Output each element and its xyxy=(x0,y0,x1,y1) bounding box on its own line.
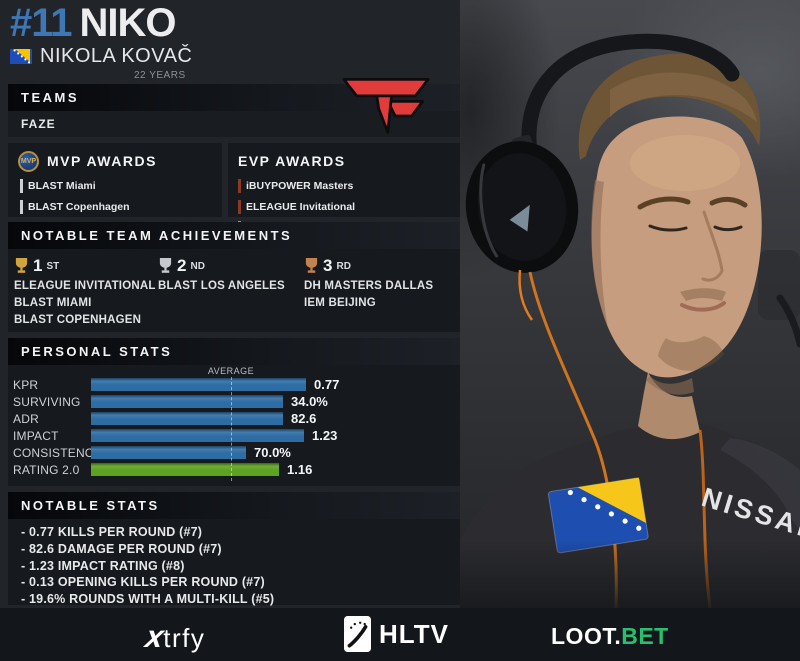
player-header: #11 NIKO NIKOLA KOVAČ 22 YEARS xyxy=(10,2,192,81)
trophy-bronze-icon xyxy=(305,258,318,273)
stat-bar xyxy=(91,412,283,425)
personal-stats-section: PERSONAL STATS AVERAGE KPR 0.77 SURVIVIN… xyxy=(8,338,460,486)
stat-row-adr: ADR 82.6 xyxy=(13,411,317,426)
stat-row-impact: IMPACT 1.23 xyxy=(13,428,338,443)
sponsor-footer: xtrfy HLTV LOOT.BET xyxy=(0,608,800,661)
mvp-award-item: BLAST Miami xyxy=(20,179,96,193)
achievements-section: NOTABLE TEAM ACHIEVEMENTS 1 ST ELEAGUE I… xyxy=(8,222,460,332)
trophy-silver-icon xyxy=(159,258,172,273)
achievement-event: ELEAGUE INVITATIONAL xyxy=(14,280,156,292)
average-line xyxy=(231,377,232,481)
bosnia-flag-icon xyxy=(10,49,32,64)
mvp-award-item: BLAST Copenhagen xyxy=(20,200,130,214)
achievement-event: IEM BEIJING xyxy=(304,297,376,309)
stat-row-surviving: SURVIVING 34.0% xyxy=(13,394,328,409)
stat-bar xyxy=(91,463,279,476)
mvp-awards-panel: MVP MVP AWARDS BLAST Miami BLAST Copenha… xyxy=(8,143,222,217)
player-real-name: NIKOLA KOVAČ xyxy=(40,45,193,67)
mvp-medal-icon: MVP xyxy=(18,150,39,172)
lootbet-logo: LOOT.BET xyxy=(551,623,669,649)
player-title: #11 NIKO xyxy=(10,2,192,44)
headphone-earcup xyxy=(465,141,579,273)
evp-awards-panel: EVP AWARDS iBUYPOWER Masters ELEAGUE Inv… xyxy=(228,143,460,235)
evp-awards-title: EVP AWARDS xyxy=(238,153,346,169)
stat-row-kpr: KPR 0.77 xyxy=(13,377,340,392)
achievement-event: BLAST COPENHAGEN xyxy=(14,314,142,326)
achievement-place-3rd: 3 RD DH MASTERS DALLAS IEM BEIJING xyxy=(304,257,456,312)
notable-stats-section: NOTABLE STATS - 0.77 KILLS PER ROUND (#7… xyxy=(8,492,460,607)
stat-row-rating: RATING 2.0 1.16 xyxy=(13,462,313,477)
achievement-event: BLAST LOS ANGELES xyxy=(158,280,285,292)
stats-chart: AVERAGE KPR 0.77 SURVIVING 34.0% ADR xyxy=(8,365,460,486)
achievement-event: BLAST MIAMI xyxy=(14,297,92,309)
player-nickname: NIKO xyxy=(79,1,177,45)
achievement-place-2nd: 2 ND BLAST LOS ANGELES xyxy=(158,257,300,295)
notable-stat-line: - 0.77 KILLS PER ROUND (#7) xyxy=(21,525,203,539)
average-label: AVERAGE xyxy=(207,366,255,376)
player-age: 22 YEARS xyxy=(134,70,186,81)
stat-row-consistency: CONSISTENCY 70.0% xyxy=(13,445,291,460)
notable-stats-title: NOTABLE STATS xyxy=(8,492,460,519)
notable-stat-line: - 82.6 DAMAGE PER ROUND (#7) xyxy=(21,541,222,556)
achievement-event: DH MASTERS DALLAS xyxy=(304,280,434,292)
hltv-gauge-icon xyxy=(344,616,371,652)
player-photo: NISSAN xyxy=(380,0,800,609)
notable-stat-line: - 1.23 IMPACT RATING (#8) xyxy=(21,558,185,573)
personal-stats-title: PERSONAL STATS xyxy=(8,338,460,365)
stat-bar xyxy=(91,395,283,408)
trophy-gold-icon xyxy=(15,258,28,273)
achievements-section-title: NOTABLE TEAM ACHIEVEMENTS xyxy=(8,222,460,249)
achievement-place-1st: 1 ST ELEAGUE INVITATIONAL BLAST MIAMI BL… xyxy=(14,257,156,329)
stat-bar xyxy=(91,378,306,391)
stat-bar xyxy=(91,446,246,459)
mvp-awards-title: MVP AWARDS xyxy=(47,153,157,169)
evp-award-item: iBUYPOWER Masters xyxy=(238,179,353,193)
faze-logo xyxy=(342,77,430,134)
xtrfy-logo: xtrfy xyxy=(143,619,206,654)
notable-stat-line: - 19.6% ROUNDS WITH A MULTI-KILL (#5) xyxy=(21,592,275,607)
evp-award-item: ELEAGUE Invitational xyxy=(238,200,355,214)
teams-section: TEAMS FAZE xyxy=(8,77,460,137)
awards-section: MVP MVP AWARDS BLAST Miami BLAST Copenha… xyxy=(8,143,460,235)
stat-bar xyxy=(91,429,304,442)
hltv-logo: HLTV xyxy=(344,616,449,652)
player-rank: #11 xyxy=(10,1,73,45)
info-column: #11 NIKO NIKOLA KOVAČ 22 YEARS TEAMS FAZE xyxy=(8,2,460,607)
notable-stat-line: - 0.13 OPENING KILLS PER ROUND (#7) xyxy=(21,575,265,590)
